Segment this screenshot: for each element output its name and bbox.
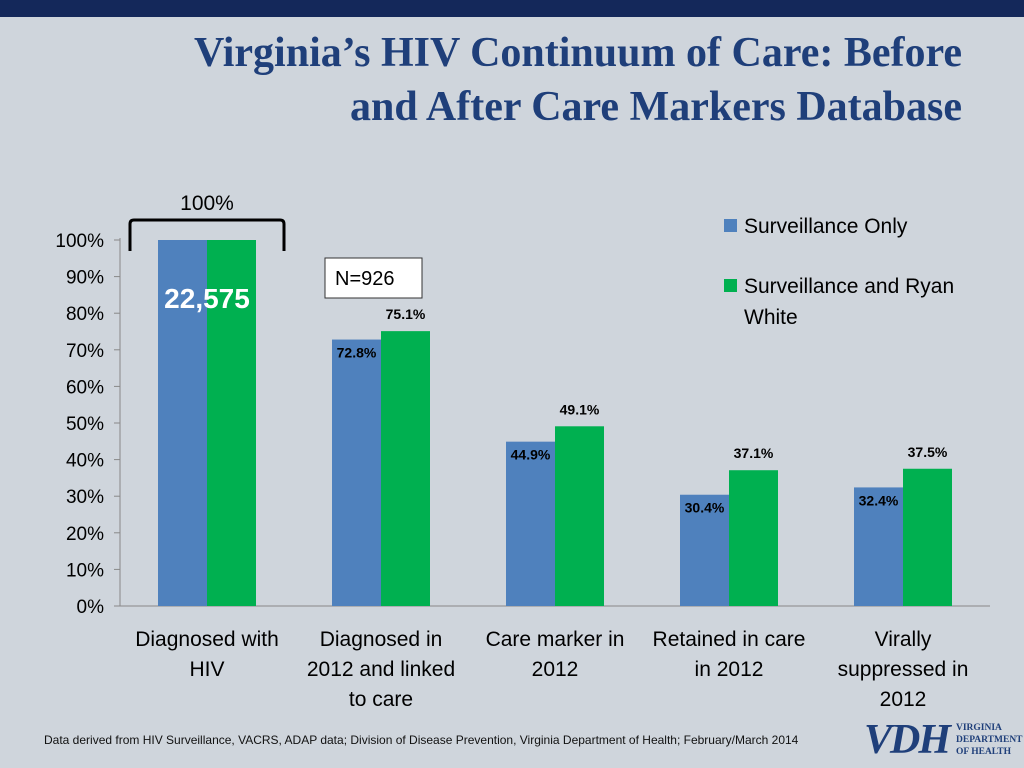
data-label: 72.8% xyxy=(337,345,377,361)
x-tick-label: to care xyxy=(349,688,413,711)
data-label: 37.5% xyxy=(908,444,948,460)
bar-surveillance-ryan-white xyxy=(903,468,952,606)
x-tick-label: Virally xyxy=(875,628,932,651)
title-line-1: Virginia’s HIV Continuum of Care: Before xyxy=(193,30,962,76)
bar-surveillance-only xyxy=(332,339,381,606)
y-tick-label: 30% xyxy=(66,487,104,508)
y-tick-label: 20% xyxy=(66,524,104,545)
data-label: 30.4% xyxy=(685,500,725,516)
bar-count-label: 22,575 xyxy=(164,283,250,314)
x-tick-label: Diagnosed with xyxy=(135,628,279,651)
legend-label: Surveillance Only xyxy=(744,215,908,238)
legend-swatch xyxy=(724,219,737,232)
x-tick-label: suppressed in xyxy=(838,658,969,681)
bar-surveillance-only xyxy=(854,487,903,606)
data-label: 75.1% xyxy=(386,306,426,322)
bar-surveillance-ryan-white xyxy=(729,470,778,606)
slide-title: Virginia’s HIV Continuum of Care: Before… xyxy=(62,26,962,134)
footer-source: Data derived from HIV Surveillance, VACR… xyxy=(44,733,799,747)
bar-surveillance-ryan-white xyxy=(381,331,430,606)
bar-surveillance-only xyxy=(506,441,555,606)
logo-line-1: VIRGINIA xyxy=(956,723,1002,733)
y-tick-label: 50% xyxy=(66,414,104,435)
y-tick-label: 60% xyxy=(66,377,104,398)
x-tick-label: 2012 and linked xyxy=(307,658,455,681)
data-label: 37.1% xyxy=(734,445,774,461)
legend-label: White xyxy=(744,306,798,329)
legend-label: Surveillance and Ryan xyxy=(744,275,954,298)
data-label: 44.9% xyxy=(511,447,551,463)
logo-line-2: DEPARTMENT xyxy=(956,735,1023,745)
logo-line-3: OF HEALTH xyxy=(956,747,1011,757)
y-tick-label: 80% xyxy=(66,304,104,325)
legend-swatch xyxy=(724,279,737,292)
vdh-logo: VDH VIRGINIA DEPARTMENT OF HEALTH xyxy=(864,717,1023,763)
y-tick-label: 70% xyxy=(66,341,104,362)
data-label: 32.4% xyxy=(859,492,899,508)
bracket xyxy=(128,218,286,251)
x-tick-label: Diagnosed in xyxy=(320,628,443,651)
bracket-label: 100% xyxy=(180,192,234,215)
n-box xyxy=(324,257,423,299)
x-tick-label: Care marker in xyxy=(486,628,625,651)
y-tick-label: 90% xyxy=(66,268,104,289)
x-tick-label: in 2012 xyxy=(695,658,764,681)
bar-surveillance-only xyxy=(158,240,207,606)
x-tick-label: 2012 xyxy=(532,658,579,681)
title-line-2: and After Care Markers Database xyxy=(349,84,962,130)
x-tick-label: Retained in care xyxy=(653,628,806,651)
n-box-label: N=926 xyxy=(335,268,395,290)
x-tick-label: HIV xyxy=(189,658,224,681)
logo-mark: VDH xyxy=(864,717,951,763)
x-tick-label: 2012 xyxy=(880,688,927,711)
y-tick-label: 10% xyxy=(66,560,104,581)
bar-surveillance-ryan-white xyxy=(207,240,256,606)
y-tick-label: 100% xyxy=(55,231,104,252)
top-bar xyxy=(0,0,1024,17)
y-tick-label: 0% xyxy=(77,597,105,618)
bar-surveillance-only xyxy=(680,494,729,606)
logo-text: VIRGINIA DEPARTMENT OF HEALTH xyxy=(956,722,1023,758)
y-tick-label: 40% xyxy=(66,451,104,472)
data-label: 49.1% xyxy=(560,401,600,417)
bar-surveillance-ryan-white xyxy=(555,426,604,606)
